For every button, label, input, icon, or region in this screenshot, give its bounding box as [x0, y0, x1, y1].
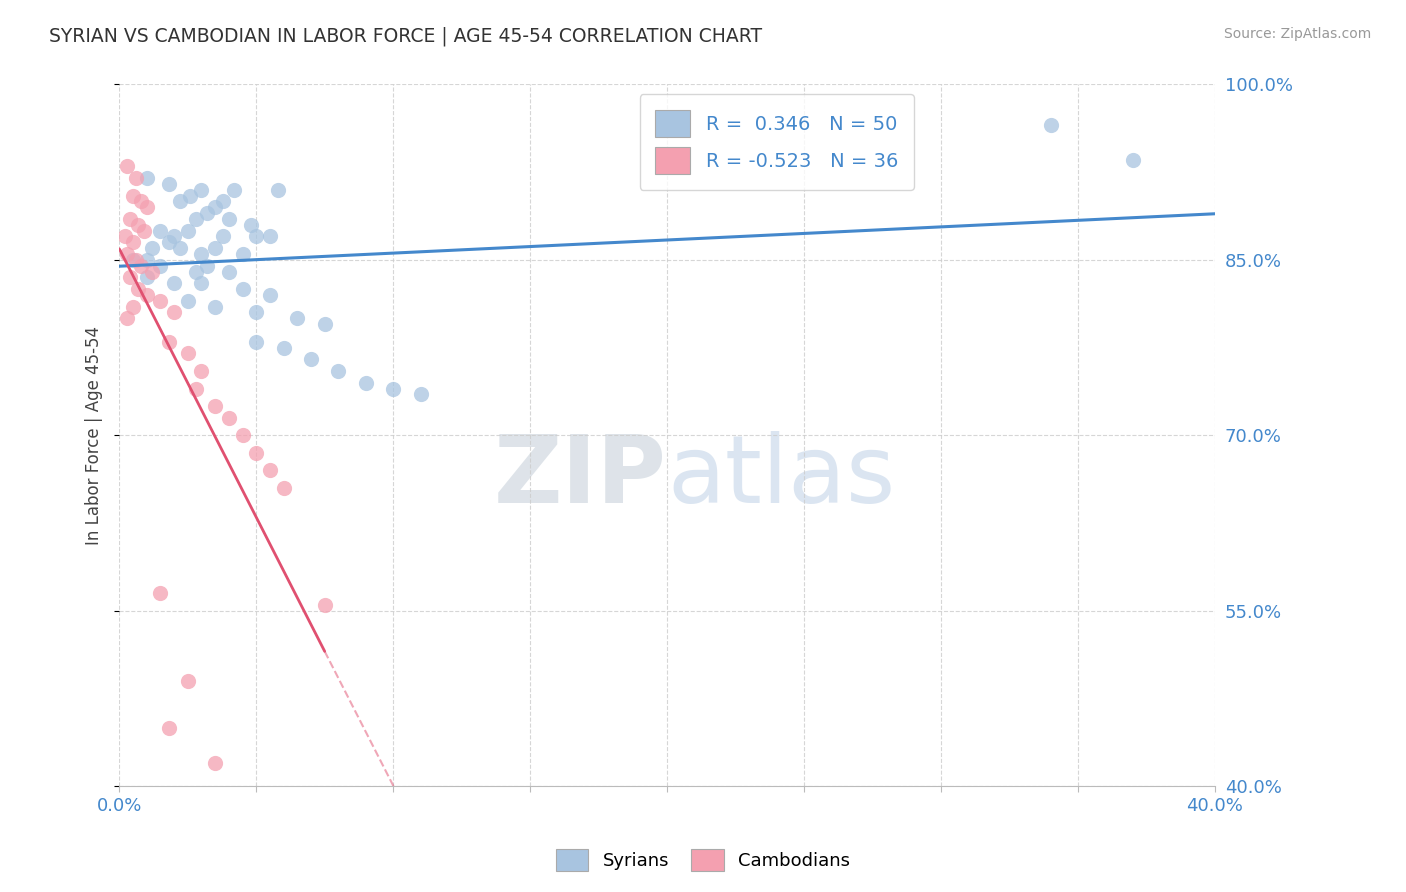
Point: [190, 277, 212, 291]
Text: Source: ZipAtlas.com: Source: ZipAtlas.com: [1223, 27, 1371, 41]
Point: [120, 270, 142, 285]
Legend: Syrians, Cambodians: Syrians, Cambodians: [548, 842, 858, 879]
Point: [177, 224, 200, 238]
Point: [218, 410, 240, 425]
Point: [163, 229, 186, 244]
Point: [127, 218, 149, 232]
Point: [120, 211, 142, 226]
Point: [135, 200, 157, 214]
Point: [157, 721, 180, 735]
Point: [204, 200, 226, 214]
Point: [141, 264, 163, 278]
Point: [184, 211, 207, 226]
Text: ZIP: ZIP: [494, 432, 666, 524]
Point: [212, 229, 235, 244]
Point: [163, 277, 186, 291]
Point: [157, 177, 180, 191]
Point: [245, 446, 267, 460]
Point: [245, 229, 267, 244]
Point: [204, 399, 226, 413]
Point: [169, 241, 191, 255]
Point: [149, 259, 172, 273]
Point: [259, 463, 281, 477]
Point: [190, 364, 212, 378]
Point: [267, 183, 290, 197]
Point: [135, 270, 157, 285]
Point: [314, 317, 336, 331]
Point: [149, 224, 172, 238]
Point: [129, 194, 152, 209]
Point: [163, 305, 186, 319]
Point: [114, 229, 136, 244]
Point: [218, 264, 240, 278]
Point: [231, 428, 253, 442]
Point: [157, 235, 180, 250]
Point: [132, 224, 155, 238]
Point: [125, 171, 148, 186]
Y-axis label: In Labor Force | Age 45-54: In Labor Force | Age 45-54: [86, 326, 103, 545]
Point: [212, 194, 235, 209]
Point: [195, 259, 218, 273]
Point: [122, 188, 145, 202]
Point: [149, 293, 172, 308]
Point: [122, 252, 145, 267]
Point: [177, 346, 200, 360]
Point: [135, 171, 157, 186]
Point: [184, 382, 207, 396]
Point: [1122, 153, 1144, 168]
Point: [157, 334, 180, 349]
Point: [245, 305, 267, 319]
Point: [122, 300, 145, 314]
Point: [409, 387, 432, 401]
Point: [231, 247, 253, 261]
Point: [127, 282, 149, 296]
Point: [179, 188, 201, 202]
Point: [273, 481, 295, 495]
Point: [129, 259, 152, 273]
Text: atlas: atlas: [666, 432, 896, 524]
Point: [135, 252, 157, 267]
Point: [117, 159, 139, 173]
Point: [354, 376, 377, 390]
Point: [231, 282, 253, 296]
Point: [259, 288, 281, 302]
Point: [314, 598, 336, 612]
Point: [285, 311, 308, 326]
Text: SYRIAN VS CAMBODIAN IN LABOR FORCE | AGE 45-54 CORRELATION CHART: SYRIAN VS CAMBODIAN IN LABOR FORCE | AGE…: [49, 27, 762, 46]
Point: [190, 247, 212, 261]
Point: [204, 241, 226, 255]
Point: [135, 288, 157, 302]
Point: [239, 218, 262, 232]
Point: [204, 756, 226, 770]
Point: [169, 194, 191, 209]
Point: [204, 300, 226, 314]
Point: [273, 341, 295, 355]
Point: [177, 673, 200, 688]
Point: [218, 211, 240, 226]
Point: [299, 352, 322, 367]
Legend: R =  0.346   N = 50, R = -0.523   N = 36: R = 0.346 N = 50, R = -0.523 N = 36: [640, 95, 914, 190]
Point: [117, 311, 139, 326]
Point: [190, 183, 212, 197]
Point: [125, 252, 148, 267]
Point: [245, 334, 267, 349]
Point: [224, 183, 246, 197]
Point: [382, 382, 405, 396]
Point: [184, 264, 207, 278]
Point: [328, 364, 350, 378]
Point: [195, 206, 218, 220]
Point: [177, 293, 200, 308]
Point: [259, 229, 281, 244]
Point: [122, 235, 145, 250]
Point: [117, 247, 139, 261]
Point: [149, 586, 172, 600]
Point: [141, 241, 163, 255]
Point: [1039, 119, 1062, 133]
